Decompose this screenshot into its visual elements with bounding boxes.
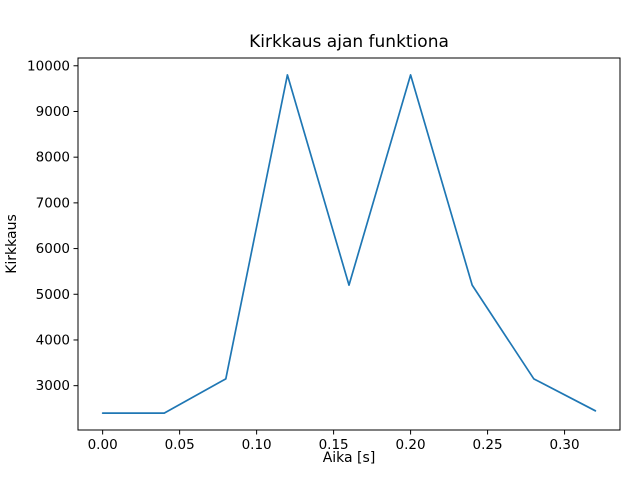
x-tick-label: 0.15 [319,437,349,453]
plot-border [77,57,621,431]
data-line [101,74,597,414]
y-tick-label: 10000 [27,58,70,74]
y-tick-label: 6000 [36,241,70,257]
y-axis-label: Kirkkaus [4,214,20,274]
y-tick-label: 8000 [36,150,70,166]
y-tick-label: 4000 [36,332,70,348]
y-tick-label: 9000 [36,104,70,120]
x-tick-label: 0.10 [242,437,272,453]
chart-generated-content: 0.00 0.05 0.10 0.15 0.20 0.25 0.30 3000 4000 5000… [27,58,597,453]
x-tick-label: 0.30 [550,437,580,453]
x-tick-label: 0.20 [396,437,426,453]
x-tick-label: 0.25 [473,437,503,453]
x-axis-label: Aika [s] [323,450,376,466]
x-tick-label: 0.05 [165,437,195,453]
chart-title: Kirkkaus ajan funktiona [249,32,449,52]
x-tick-label: 0.00 [88,437,118,453]
y-tick-label: 7000 [36,195,70,211]
y-tick-label: 3000 [36,378,70,394]
y-tick-label: 5000 [36,287,70,303]
